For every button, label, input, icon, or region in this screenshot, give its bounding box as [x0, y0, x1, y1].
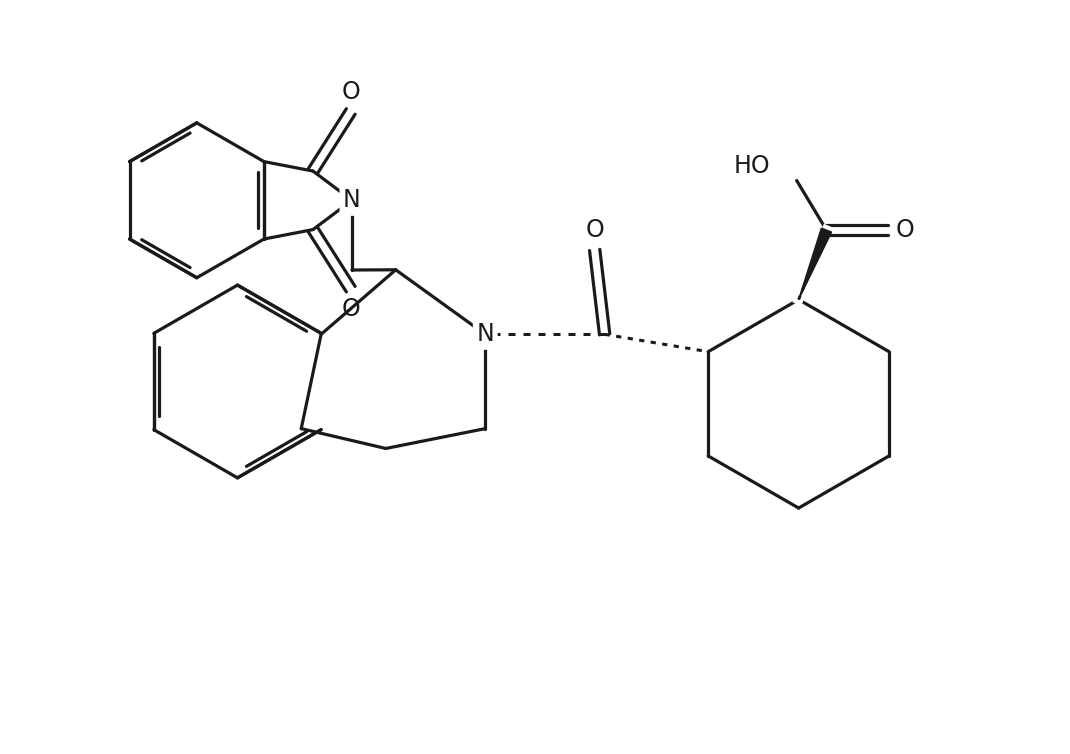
Text: N: N	[343, 188, 361, 213]
Text: N: N	[476, 322, 494, 346]
Text: O: O	[341, 80, 361, 103]
Text: O: O	[896, 218, 915, 242]
Text: HO: HO	[734, 154, 770, 178]
Text: O: O	[341, 297, 361, 321]
Polygon shape	[798, 228, 831, 299]
Text: O: O	[585, 218, 605, 242]
